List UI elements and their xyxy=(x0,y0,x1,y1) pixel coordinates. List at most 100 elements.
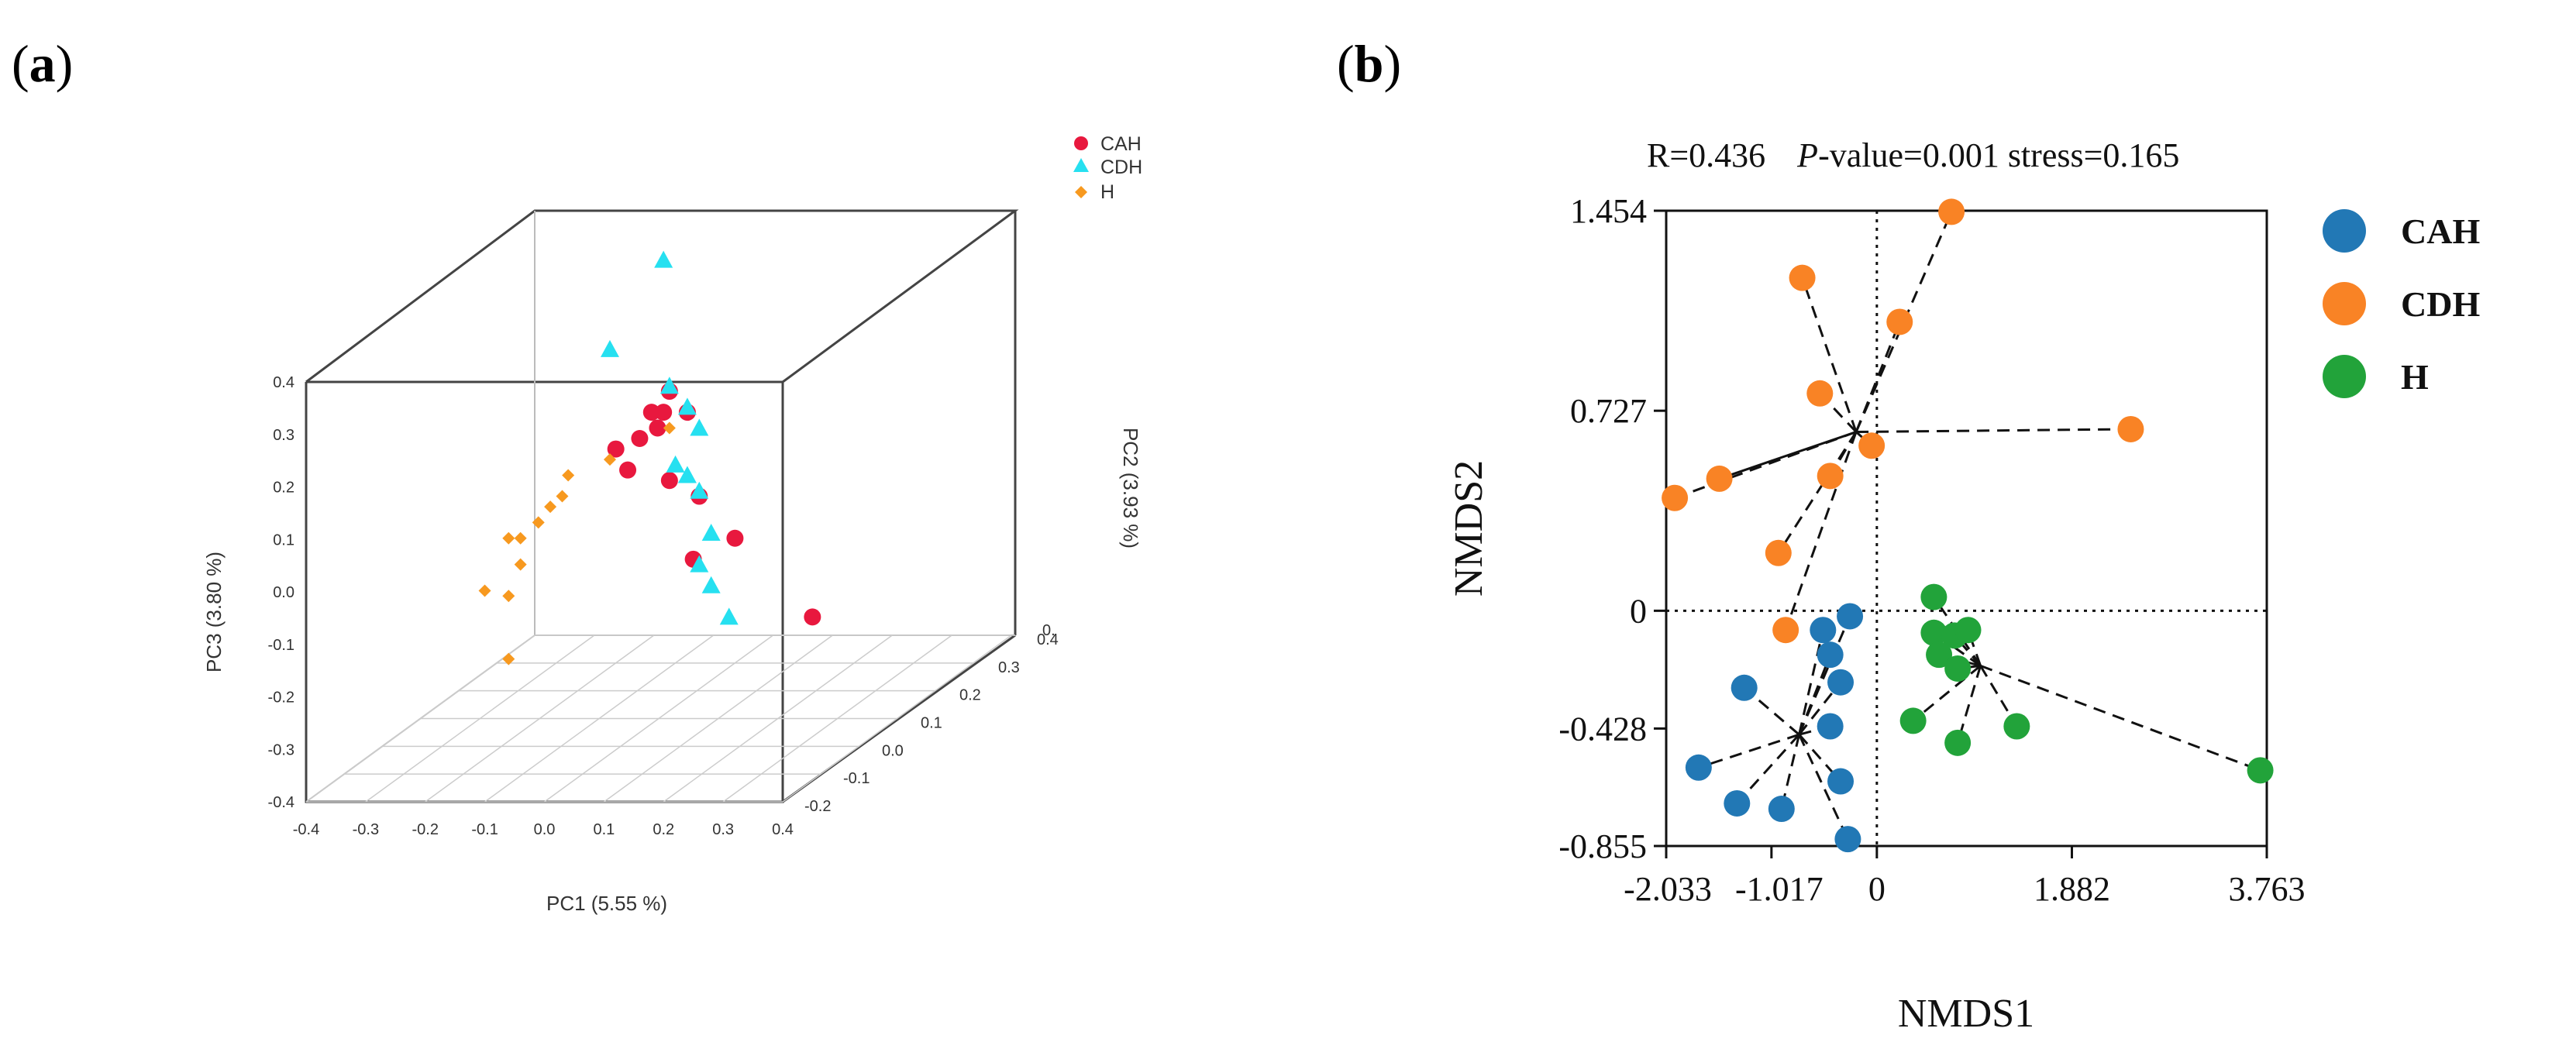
nmds-spoke-h xyxy=(1953,634,1982,667)
nmds-x-tick-label: 0 xyxy=(1868,870,1886,908)
nmds-legend-marker-cdh xyxy=(2323,282,2366,325)
pca-y-axis-label: PC2 (3.93 %) xyxy=(1119,428,1142,549)
pca-y-top-tick: 0. xyxy=(1042,622,1056,639)
legend-label-h: H xyxy=(1100,181,1114,203)
legend-label-cdh: CDH xyxy=(1100,156,1142,178)
pca-point-cah xyxy=(607,440,625,458)
pca-x-tick: -0.2 xyxy=(412,821,439,838)
pca-z-tick: 0.0 xyxy=(273,584,294,601)
pca-x-tick: 0.0 xyxy=(534,821,556,838)
pca-point-h xyxy=(562,469,575,482)
pca-point-cah xyxy=(804,608,821,626)
nmds-spoke-h xyxy=(1980,664,2261,772)
pca-point-h xyxy=(502,590,515,603)
pca-point-cdh xyxy=(677,397,697,415)
pca-y-tick: 0.3 xyxy=(998,659,1020,676)
nmds-y-tick-label: -0.855 xyxy=(1558,827,1647,865)
nmds-spoke-h xyxy=(1979,665,2018,727)
nmds-point-h xyxy=(1899,707,1927,734)
nmds-chart: R=0.436 P-value=0.001 stress=0.165 -2.03… xyxy=(1447,136,2480,1036)
nmds-ticks: -2.033 -1.017 0 1.882 3.763 -0.855 -0.428 0 0.72… xyxy=(1558,192,2305,908)
pca-x-tick: 0.4 xyxy=(772,821,794,838)
legend-marker-cah xyxy=(1074,136,1088,150)
nmds-spoke-cdh xyxy=(1674,431,1857,500)
pca-points xyxy=(478,250,821,665)
pca-z-tick: 0.2 xyxy=(273,480,294,497)
pca-point-h xyxy=(502,531,515,545)
pca-point-h xyxy=(544,500,557,514)
nmds-annotation: R=0.436 P-value=0.001 stress=0.165 xyxy=(1647,136,2179,174)
nmds-point-cdh xyxy=(1772,617,1799,644)
nmds-spoke-cah xyxy=(1743,686,1800,736)
pca-x-tick: 0.3 xyxy=(712,821,734,838)
nmds-point-cdh xyxy=(1789,264,1816,291)
nmds-x-tick-label: 3.763 xyxy=(2229,870,2306,908)
pca-point-cah xyxy=(619,461,637,479)
pca-point-cah xyxy=(726,529,744,547)
pca-point-cdh xyxy=(659,377,679,394)
pca-z-tick: -0.4 xyxy=(268,794,294,811)
nmds-point-cah xyxy=(1685,754,1712,781)
pca-y-tick: -0.1 xyxy=(843,770,870,787)
nmds-x-tick-label: 1.882 xyxy=(2034,870,2110,908)
pca-legend: CAH CDH H xyxy=(1073,133,1142,203)
pca-x-axis-label: PC1 (5.55 %) xyxy=(546,892,667,915)
nmds-point-h xyxy=(1926,641,1953,669)
pca-x-tick: 0.2 xyxy=(653,821,674,838)
pca-point-h xyxy=(502,652,515,665)
pca-point-cdh xyxy=(677,466,697,483)
pca-point-cdh xyxy=(690,555,709,573)
legend-marker-cdh xyxy=(1073,158,1089,172)
pca-3d-chart: -0.4 -0.3 -0.2 -0.1 0.0 0.1 0.2 0.3 0.4 -0.4 -0.3 -… xyxy=(202,133,1142,915)
nmds-y-tick-label: 0.727 xyxy=(1570,392,1647,430)
nmds-x-axis-label: NMDS1 xyxy=(1898,992,2034,1036)
nmds-x-tick-label: -2.033 xyxy=(1624,870,1712,908)
pca-point-cdh xyxy=(690,481,709,499)
pca-y-tick: 0.0 xyxy=(882,742,904,759)
pca-point-h xyxy=(478,584,491,597)
nmds-point-cdh xyxy=(1886,308,1913,335)
panel-b-label: (b) xyxy=(1337,34,1401,93)
nmds-points xyxy=(1662,198,2274,853)
nmds-point-cdh xyxy=(1765,539,1792,566)
nmds-point-cah xyxy=(1837,603,1864,630)
nmds-point-h xyxy=(2247,757,2274,784)
nmds-y-tick-label: -0.428 xyxy=(1558,710,1647,748)
pca-point-cah xyxy=(649,419,666,437)
nmds-spoke-cdh xyxy=(1801,277,1858,433)
nmds-spoke-cdh xyxy=(1856,428,2131,434)
nmds-point-cah xyxy=(1827,768,1855,795)
nmds-y-tick-label: 1.454 xyxy=(1570,192,1647,230)
nmds-point-h xyxy=(1944,729,1972,756)
nmds-point-cah xyxy=(1817,713,1844,740)
nmds-point-h xyxy=(1944,655,1972,682)
pca-point-cdh xyxy=(654,250,673,268)
pca-y-tick: 0.1 xyxy=(921,715,942,732)
pca-point-cah xyxy=(642,404,660,421)
pca-box-frame xyxy=(305,209,1019,803)
pca-tick-labels: -0.4 -0.3 -0.2 -0.1 0.0 0.1 0.2 0.3 0.4 -0.4 -0.3 -… xyxy=(268,374,1059,838)
panel-a-label: (a) xyxy=(12,34,73,93)
nmds-point-cdh xyxy=(1817,463,1844,490)
legend-label-cah: CAH xyxy=(1100,133,1142,155)
pca-point-cdh xyxy=(600,339,619,357)
nmds-point-cah xyxy=(1827,669,1855,696)
nmds-legend-label-h: H xyxy=(2401,357,2429,397)
nmds-y-axis-label: NMDS2 xyxy=(1447,460,1491,597)
pca-point-h xyxy=(514,531,527,545)
nmds-point-cah xyxy=(1724,789,1751,817)
nmds-point-cdh xyxy=(2117,415,2144,442)
nmds-spoke-cah xyxy=(1798,629,1824,735)
nmds-point-h xyxy=(1920,583,1947,610)
pca-x-tick: -0.1 xyxy=(471,821,498,838)
nmds-spoke-cah xyxy=(1798,681,1842,736)
nmds-point-cah xyxy=(1834,826,1861,853)
pca-floor-grid xyxy=(305,634,1012,803)
nmds-spoke-h xyxy=(1956,665,1982,744)
nmds-point-cdh xyxy=(1858,432,1886,459)
nmds-plot-frame xyxy=(1665,209,2268,848)
nmds-spoke-cah xyxy=(1698,733,1800,769)
pca-point-h xyxy=(663,421,676,435)
nmds-point-h xyxy=(2003,713,2030,740)
nmds-y-tick-label: 0 xyxy=(1630,592,1647,630)
